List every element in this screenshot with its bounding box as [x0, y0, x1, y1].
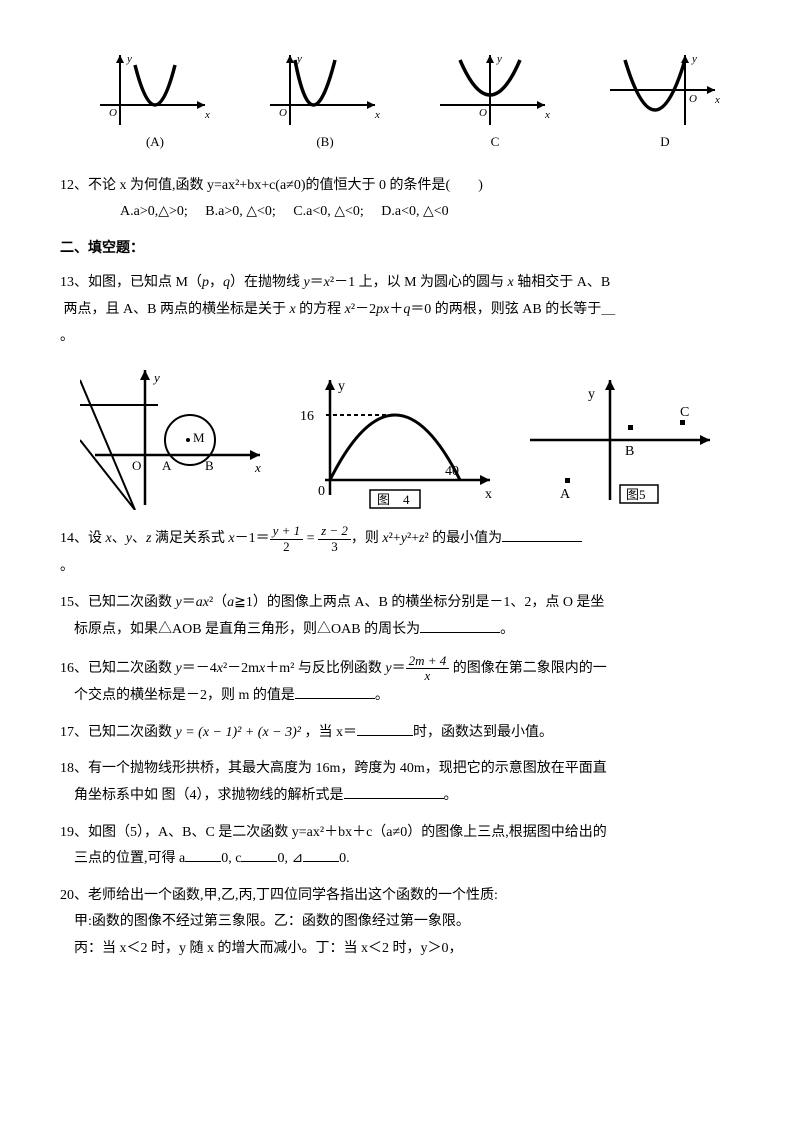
graph-b: O x y (B) [265, 50, 385, 155]
question-14: 14、设 x、y、z 满足关系式 x－1＝y + 12 = z − 23，则 x… [60, 524, 740, 580]
svg-text:x: x [485, 487, 492, 502]
blank [241, 847, 277, 862]
graph-c: O x y C [435, 50, 555, 155]
q12-text: 不论 x 为何值,函数 y=ax²+bx+c(a≠0)的值恒大于 0 的条件是(… [88, 178, 483, 193]
svg-text:A: A [162, 458, 172, 473]
svg-text:O: O [279, 107, 287, 119]
question-15: 15、已知二次函数 y＝ax²（a≧1）的图像上两点 A、B 的横坐标分别是－1… [60, 590, 740, 643]
question-17: 17、已知二次函数 y = (x − 1)² + (x − 3)² ，当 x＝时… [60, 720, 740, 747]
q13-num: 13、 [60, 275, 88, 290]
graph-label-b: (B) [265, 130, 385, 155]
q15-num: 15、 [60, 595, 88, 610]
option-graphs-row: O x y (A) O x y (B) O x y C [60, 50, 740, 155]
section-2-title: 二、填空题： [60, 236, 740, 263]
graph-label-c: C [435, 130, 555, 155]
blank [502, 527, 582, 542]
svg-text:x: x [254, 460, 261, 475]
blank [295, 684, 375, 699]
blank [344, 784, 444, 799]
svg-text:O: O [479, 107, 487, 119]
diagram-1: M O A B x y [80, 360, 270, 510]
svg-text:x: x [714, 94, 720, 106]
graph-d: O x y D [605, 50, 725, 155]
blank [357, 721, 413, 736]
blank [185, 847, 221, 862]
question-13: 13、如图，已知点 M（p，q）在抛物线 y＝x²－1 上，以 M 为圆心的圆与… [60, 270, 740, 350]
svg-text:y: y [338, 379, 345, 394]
q14-period: 。 [60, 559, 74, 574]
svg-text:4: 4 [403, 492, 410, 507]
svg-text:图5: 图5 [626, 487, 646, 502]
q18-num: 18、 [60, 761, 88, 776]
question-12: 12、不论 x 为何值,函数 y=ax²+bx+c(a≠0)的值恒大于 0 的条… [60, 173, 740, 226]
svg-text:16: 16 [300, 409, 314, 424]
graph-label-a: (A) [95, 130, 215, 155]
svg-text:O: O [109, 107, 117, 119]
svg-text:C: C [680, 405, 689, 420]
svg-text:M: M [193, 430, 205, 445]
q13-period: 。 [60, 329, 74, 344]
q12-num: 12、 [60, 178, 88, 193]
q17-num: 17、 [60, 725, 88, 740]
blank [420, 618, 500, 633]
q12-optA: A.a>0,△>0; [120, 204, 188, 219]
svg-text:图: 图 [377, 492, 390, 507]
blank [303, 847, 339, 862]
diagrams-row: M O A B x y 16 40 0 x y 图 4 A B C y 图5 [80, 360, 740, 510]
svg-text:x: x [544, 109, 550, 121]
svg-text:y: y [588, 387, 595, 402]
svg-text:x: x [374, 109, 380, 121]
svg-text:y: y [691, 53, 697, 65]
q16-num: 16、 [60, 661, 88, 676]
svg-text:y: y [126, 53, 132, 65]
svg-text:B: B [205, 458, 214, 473]
svg-text:B: B [625, 444, 634, 459]
svg-text:0: 0 [318, 484, 325, 499]
question-19: 19、如图（5），A、B、C 是二次函数 y=ax²＋bx＋c（a≠0）的图像上… [60, 820, 740, 873]
svg-text:x: x [204, 109, 210, 121]
graph-a: O x y (A) [95, 50, 215, 155]
svg-text:y: y [296, 53, 302, 65]
q12-optB: B.a>0, △<0; [205, 204, 276, 219]
q12-optC: C.a<0, △<0; [293, 204, 364, 219]
question-20: 20、老师给出一个函数,甲,乙,丙,丁四位同学各指出这个函数的一个性质: 甲:函… [60, 883, 740, 963]
q19-num: 19、 [60, 825, 88, 840]
question-18: 18、有一个抛物线形拱桥，其最大高度为 16m，跨度为 40m，现把它的示意图放… [60, 756, 740, 809]
svg-text:40: 40 [445, 464, 459, 479]
q14-num: 14、 [60, 531, 88, 546]
graph-label-d: D [605, 130, 725, 155]
svg-text:A: A [560, 487, 571, 502]
q20-num: 20、 [60, 888, 88, 903]
diagram-2-fig4: 16 40 0 x y 图 4 [290, 370, 500, 510]
q12-optD: D.a<0, △<0 [381, 204, 448, 219]
svg-text:y: y [496, 53, 502, 65]
diagram-3-fig5: A B C y 图5 [520, 370, 720, 510]
svg-text:O: O [132, 458, 141, 473]
q12-options: A.a>0,△>0; B.a>0, △<0; C.a<0, △<0; D.a<0… [60, 199, 740, 226]
svg-text:y: y [152, 370, 160, 385]
question-16: 16、已知二次函数 y＝－4x²－2mx＋m² 与反比例函数 y＝2m + 4x… [60, 654, 740, 710]
svg-text:O: O [689, 93, 697, 105]
